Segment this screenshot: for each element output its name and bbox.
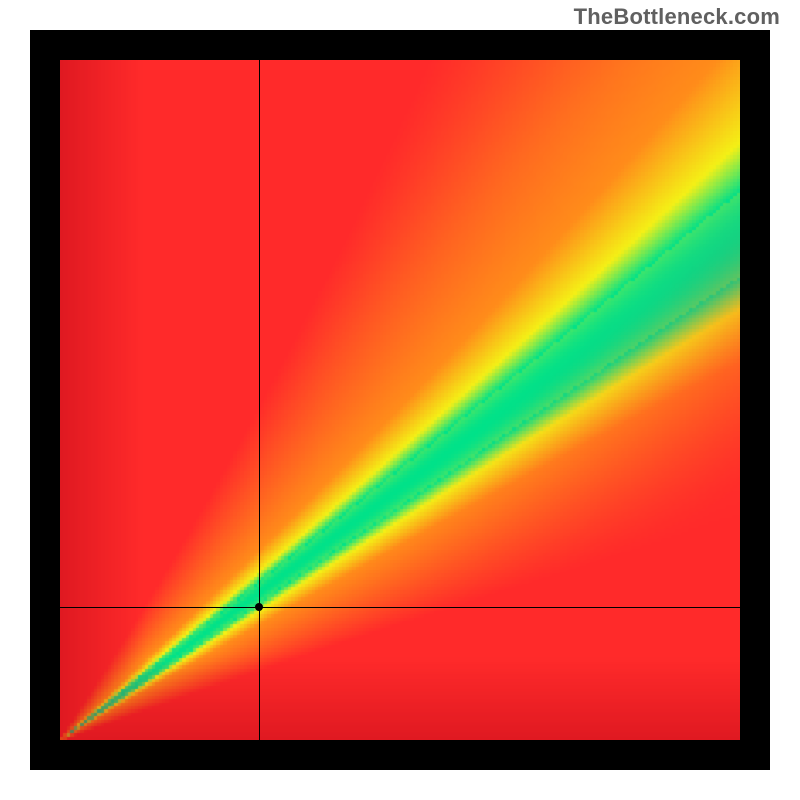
heatmap-canvas <box>60 60 740 740</box>
watermark-text: TheBottleneck.com <box>574 4 780 30</box>
chart-black-frame <box>30 30 770 770</box>
heatmap-plot <box>60 60 740 740</box>
crosshair-horizontal <box>60 607 740 608</box>
crosshair-vertical <box>259 60 260 740</box>
crosshair-marker <box>255 603 263 611</box>
chart-container: TheBottleneck.com <box>0 0 800 800</box>
